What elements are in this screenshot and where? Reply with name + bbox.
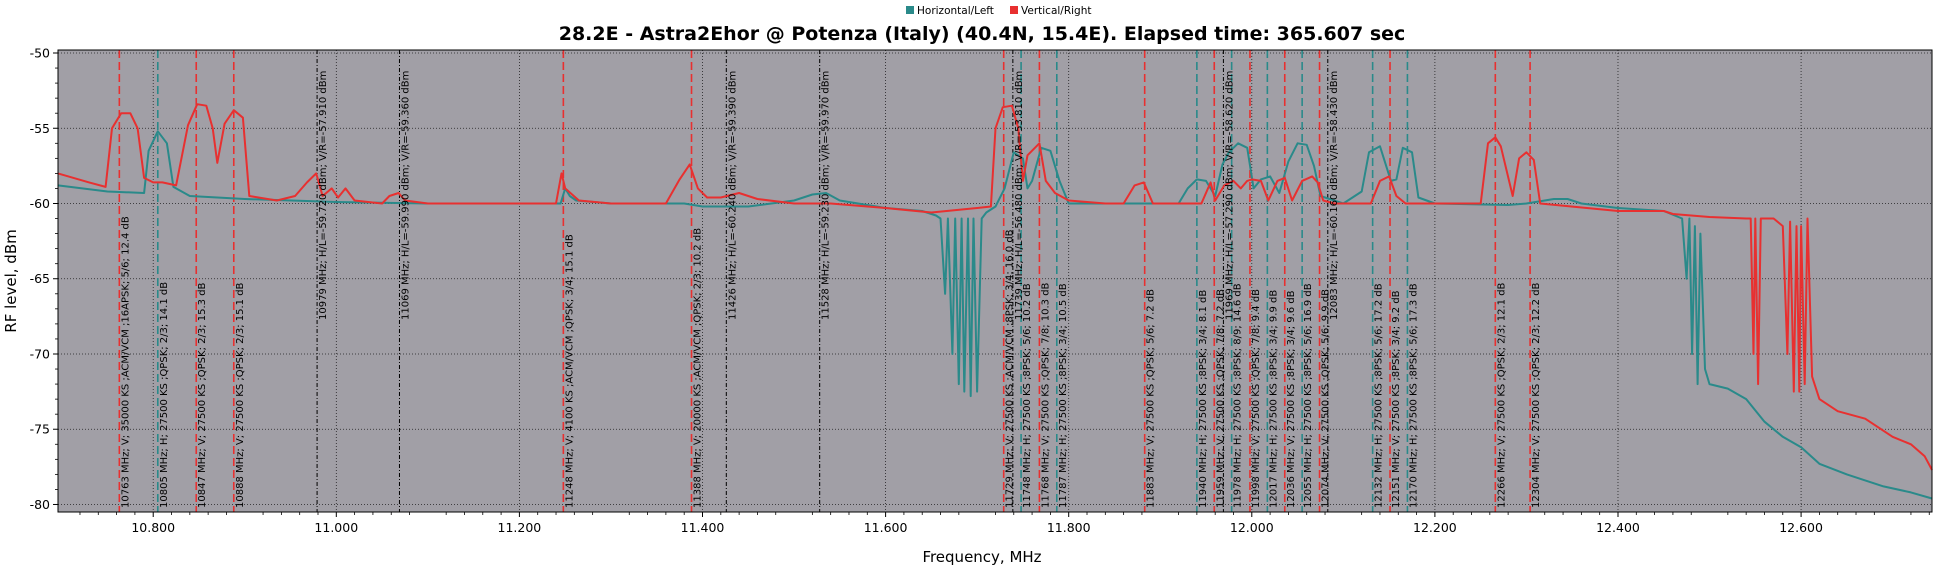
x-tick-label: 12.200 bbox=[1413, 520, 1457, 535]
x-tick-label: 11.800 bbox=[1047, 520, 1091, 535]
y-tick-label: -65 bbox=[30, 271, 50, 286]
x-tick-label: 11.000 bbox=[314, 520, 358, 535]
x-tick-label: 11.600 bbox=[864, 520, 908, 535]
y-tick-label: -75 bbox=[30, 422, 50, 437]
channel-annotation: 11998 MHz; V; 27500 KS ;QPSK; 7/8; 9.4 d… bbox=[1251, 289, 1262, 508]
channel-annotation: 10979 MHz; H/L=-59.720 dBm; V/R=-57.910 … bbox=[318, 71, 329, 320]
channel-annotation: 11787 MHz; H; 27500 KS ;8PSK; 3/4; 10.5 … bbox=[1058, 283, 1069, 508]
channel-annotation: 12036 MHz; V; 27500 KS ;8PSK; 3/4; 9.6 d… bbox=[1286, 290, 1297, 508]
series-vertical-line bbox=[57, 103, 1933, 471]
channel-annotation: 12055 MHz; H; 27500 KS ;8PSK; 5/6; 16.9 … bbox=[1303, 283, 1314, 508]
y-axis-ticks: -50 -55 -60 -65 -70 -75 -80 bbox=[30, 46, 58, 512]
gridlines bbox=[58, 50, 1932, 512]
legend: Horizontal/Left Vertical/Right bbox=[906, 5, 1092, 17]
channel-annotation: 10763 MHz; V; 35000 KS ;ACM/VCM ;16APSK;… bbox=[120, 216, 131, 508]
x-axis-ticks: 10.800 11.000 11.200 11.400 11.600 11.800 12.0… bbox=[79, 512, 1930, 535]
channel-annotation: 12083 MHz; H/L=-60.160 dBm; V/R=-58.430 … bbox=[1329, 71, 1340, 320]
channel-annotation: 12304 MHz; V; 27500 KS ;QPSK; 2/3; 12.2 … bbox=[1531, 282, 1542, 508]
y-tick-label: -55 bbox=[30, 121, 50, 136]
channel-annotation: 10805 MHz; H; 27500 KS ;QPSK; 2/3; 14.1 … bbox=[159, 282, 170, 508]
y-tick-label: -60 bbox=[30, 196, 50, 211]
y-tick-label: -50 bbox=[30, 46, 50, 61]
legend-label-horizontal: Horizontal/Left bbox=[917, 5, 994, 17]
channel-annotation: 12017 MHz; H; 27500 KS ;8PSK; 3/4; 9.9 d… bbox=[1268, 290, 1279, 508]
y-tick-label: -70 bbox=[30, 346, 50, 361]
channel-annotation: 11426 MHz; H/L=-60.240 dBm; V/R=-59.390 … bbox=[727, 71, 738, 320]
channel-annotation: 11978 MHz; H; 27500 KS ;8PSK; 8/9; 14.6 … bbox=[1233, 283, 1244, 508]
x-tick-label: 12.400 bbox=[1596, 520, 1640, 535]
channel-annotation: 11729 MHz; V; 27500 KS ;ACM/VCM ;8PSK; 3… bbox=[1005, 229, 1016, 508]
channel-annotation: 11748 MHz; H; 27500 KS ;8PSK; 5/6; 10.2 … bbox=[1022, 283, 1033, 508]
channel-annotation: 11940 MHz; H; 27500 KS ;8PSK; 3/4; 8.1 d… bbox=[1198, 290, 1209, 508]
channel-annotation: 11959 MHz; V; 27500 KS ;QPSK; 7/8; 7.2 d… bbox=[1215, 289, 1226, 508]
x-tick-label: 11.200 bbox=[498, 520, 542, 535]
plot-area bbox=[58, 50, 1932, 512]
series-horizontal-line bbox=[57, 130, 1933, 500]
x-tick-label: 12.000 bbox=[1230, 520, 1274, 535]
legend-swatch-horizontal bbox=[906, 6, 914, 14]
channel-annotation: 11069 MHz; H/L=-59.990 dBm; V/R=-59.360 … bbox=[400, 71, 411, 320]
chart-title: 28.2E - Astra2Ehor @ Potenza (Italy) (40… bbox=[559, 23, 1406, 45]
y-tick-label: -80 bbox=[30, 497, 50, 512]
x-axis-title: Frequency, MHz bbox=[922, 548, 1041, 566]
y-axis-title: RF level, dBm bbox=[2, 229, 20, 332]
x-tick-label: 12.600 bbox=[1779, 520, 1823, 535]
channel-annotations: 10763 MHz; V; 35000 KS ;ACM/VCM ;16APSK;… bbox=[120, 71, 1542, 508]
channel-markers bbox=[118, 50, 1531, 512]
plot-frame bbox=[57, 49, 1933, 513]
channel-annotation: 11248 MHz; V; 4100 KS ;ACM/VCM ;QPSK; 3/… bbox=[564, 234, 575, 508]
x-tick-label: 10.800 bbox=[131, 520, 175, 535]
channel-annotation: 12151 MHz; V; 27500 KS ;8PSK; 3/4; 9.2 d… bbox=[1391, 290, 1402, 508]
channel-annotation: 12132 MHz; H; 27500 KS ;8PSK; 5/6; 17.2 … bbox=[1374, 283, 1385, 508]
channel-annotation: 11528 MHz; H/L=-59.230 dBm; V/R=-59.970 … bbox=[821, 71, 832, 320]
channel-annotation: 11388 MHz; V; 20000 KS ;ACM/VCM ;QPSK; 2… bbox=[693, 228, 704, 508]
channel-annotation: 11883 MHz; V; 27500 KS ;QPSK; 5/6; 7.2 d… bbox=[1146, 289, 1157, 508]
channel-annotation: 10888 MHz; V; 27500 KS ;QPSK; 2/3; 15.1 … bbox=[235, 282, 246, 508]
channel-annotation: 12170 MHz; H; 27500 KS ;8PSK; 5/6; 17.3 … bbox=[1408, 283, 1419, 508]
channel-annotation: 12266 MHz; V; 27500 KS ;QPSK; 2/3; 12.1 … bbox=[1496, 282, 1507, 508]
legend-label-vertical: Vertical/Right bbox=[1021, 5, 1092, 17]
channel-annotation: 11768 MHz; V; 27500 KS ;QPSK; 7/8; 10.3 … bbox=[1040, 282, 1051, 508]
channel-annotation: 11739 MHz; H/L=-56.480 dBm; V/R=-53.810 … bbox=[1014, 71, 1025, 320]
legend-swatch-vertical bbox=[1010, 6, 1018, 14]
channel-annotation: 10847 MHz; V; 27500 KS ;QPSK; 2/3; 15.3 … bbox=[197, 282, 208, 508]
channel-annotation: 11969 MHz; H/L=-57.290 dBm; V/R=-58.620 … bbox=[1224, 71, 1235, 320]
series-lines bbox=[57, 103, 1933, 500]
x-tick-label: 11.400 bbox=[681, 520, 725, 535]
channel-annotation: 12074 MHz; V; 27500 KS ;QPSK; 5/6; 9.9 d… bbox=[1321, 289, 1332, 508]
